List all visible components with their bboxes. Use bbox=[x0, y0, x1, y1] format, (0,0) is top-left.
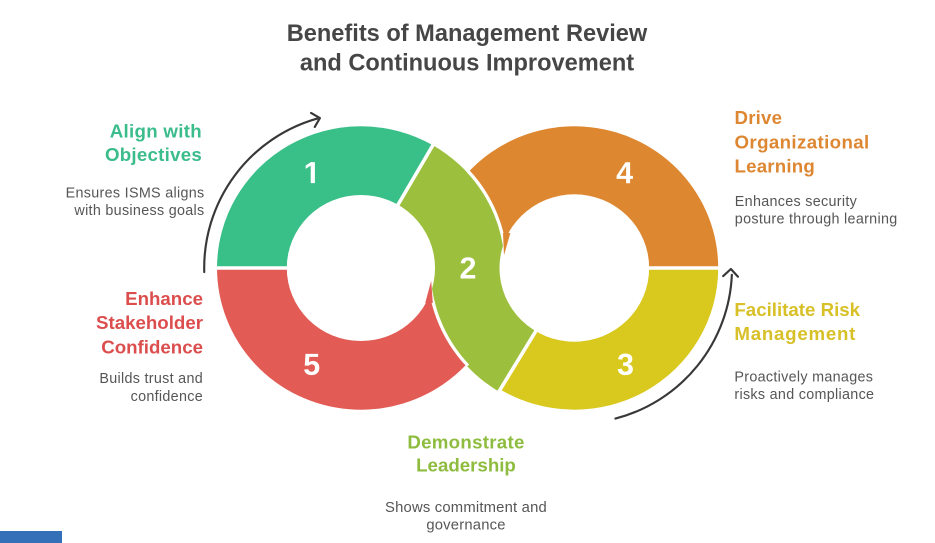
svg-text:Enhances security: Enhances security bbox=[735, 194, 858, 210]
svg-text:confidence: confidence bbox=[131, 389, 203, 405]
svg-text:governance: governance bbox=[426, 518, 505, 534]
svg-text:Learning: Learning bbox=[735, 155, 816, 176]
svg-text:Demonstrate: Demonstrate bbox=[407, 432, 524, 453]
svg-text:Proactively manages: Proactively manages bbox=[734, 370, 873, 386]
svg-text:Objectives: Objectives bbox=[105, 144, 202, 165]
svg-text:Stakeholder: Stakeholder bbox=[96, 312, 203, 333]
svg-text:risks and compliance: risks and compliance bbox=[734, 387, 874, 403]
svg-text:Align with: Align with bbox=[110, 121, 202, 142]
svg-text:Benefits of Management Review: Benefits of Management Review bbox=[287, 21, 648, 47]
svg-text:Facilitate Risk: Facilitate Risk bbox=[734, 299, 860, 320]
svg-text:with business goals: with business goals bbox=[73, 203, 204, 219]
svg-text:and Continuous Improvement: and Continuous Improvement bbox=[300, 51, 634, 77]
svg-text:Drive: Drive bbox=[735, 107, 783, 128]
svg-text:Builds trust and: Builds trust and bbox=[99, 371, 203, 387]
svg-text:Leadership: Leadership bbox=[416, 454, 516, 475]
svg-text:Management: Management bbox=[734, 323, 856, 344]
svg-text:Shows commitment and: Shows commitment and bbox=[385, 500, 547, 516]
svg-text:Confidence: Confidence bbox=[101, 337, 203, 358]
svg-text:Ensures ISMS aligns: Ensures ISMS aligns bbox=[66, 186, 205, 202]
svg-text:Enhance: Enhance bbox=[125, 288, 203, 309]
svg-text:posture through learning: posture through learning bbox=[735, 212, 898, 228]
svg-text:Organizational: Organizational bbox=[735, 131, 870, 152]
